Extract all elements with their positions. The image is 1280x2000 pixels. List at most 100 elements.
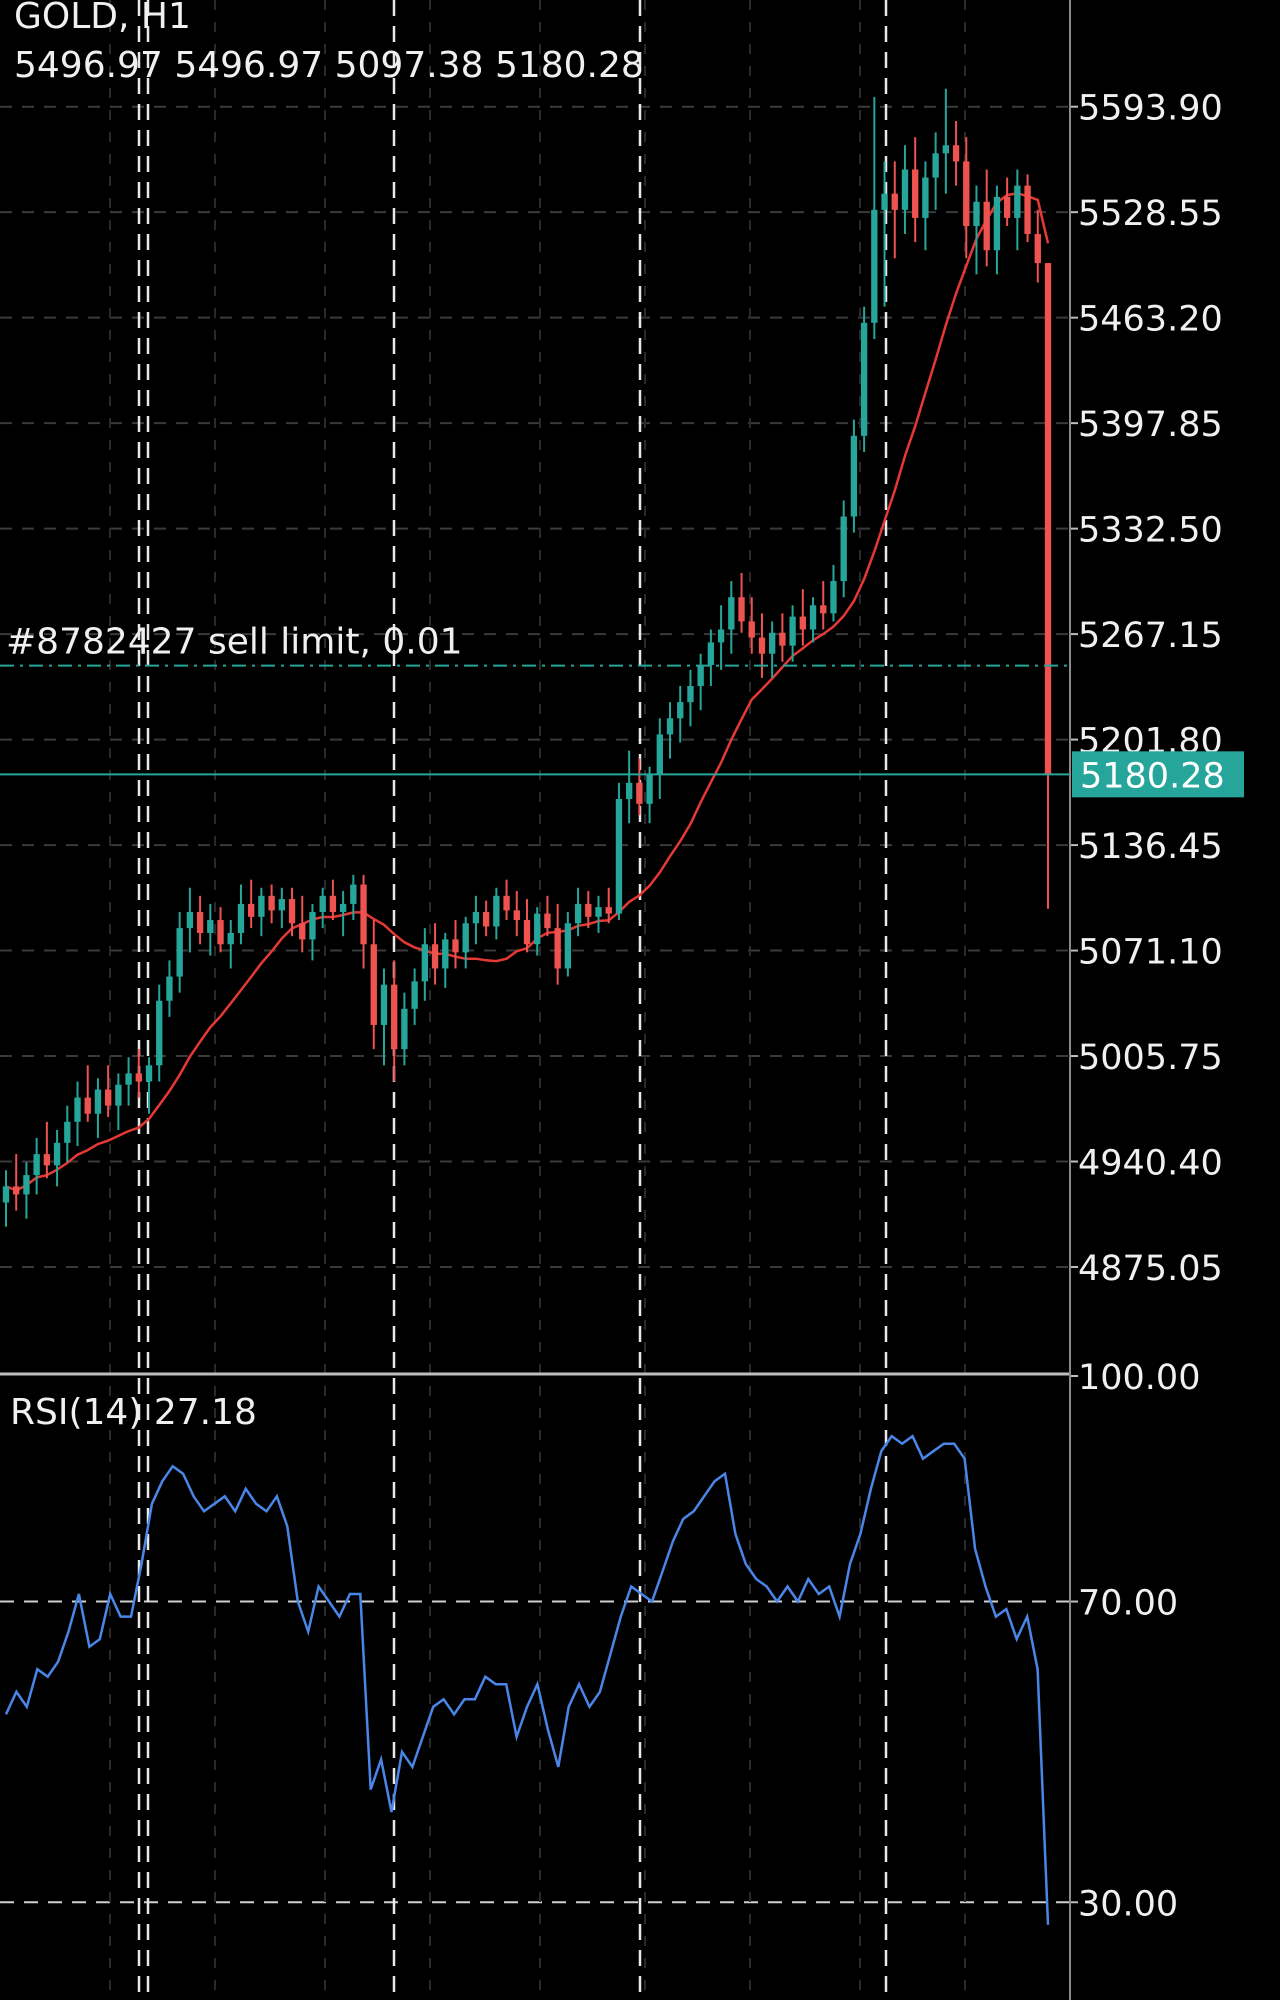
bull-candle xyxy=(728,597,735,630)
bull-candle xyxy=(278,899,285,911)
bull-candle xyxy=(462,923,469,953)
bear-candle xyxy=(544,913,551,929)
bull-candle xyxy=(534,913,541,945)
rsi-tick-label: 30.00 xyxy=(1078,1884,1178,1924)
bull-candle xyxy=(881,193,888,210)
current-price-label: 5180.28 xyxy=(1080,756,1225,796)
bear-candle xyxy=(288,899,296,924)
bull-candle xyxy=(442,939,449,969)
bear-candle xyxy=(452,939,459,953)
bear-candle xyxy=(84,1097,91,1114)
bull-candle xyxy=(574,903,582,924)
bear-candle xyxy=(513,910,520,921)
rsi-indicator xyxy=(4,1434,1050,1925)
current-price-tag xyxy=(1072,751,1244,798)
bull-candle xyxy=(309,911,316,940)
bull-candle xyxy=(53,1142,61,1166)
bear-candle xyxy=(983,201,990,251)
bear-candle xyxy=(963,161,970,226)
bear-candle xyxy=(482,911,490,927)
bull-candle xyxy=(227,932,234,945)
bear-candle xyxy=(196,911,204,933)
bear-candle xyxy=(431,944,439,969)
bull-candle xyxy=(493,895,500,927)
bull-candle xyxy=(595,907,602,917)
bull-candle xyxy=(207,920,214,933)
bear-candle xyxy=(268,895,275,911)
bull-candle xyxy=(687,686,694,703)
bull-candle xyxy=(840,516,847,582)
bull-candle xyxy=(421,944,429,982)
price-tick-label: 4875.05 xyxy=(1078,1249,1223,1289)
bear-candle xyxy=(912,169,919,218)
bear-candle xyxy=(605,907,612,914)
bull-candle xyxy=(472,911,480,924)
bear-candle xyxy=(952,145,960,162)
bear-candle xyxy=(585,903,592,917)
bear-candle xyxy=(891,193,898,210)
bull-candle xyxy=(677,702,684,719)
bull-candle xyxy=(932,153,939,178)
symbol-title: GOLD, H1 xyxy=(14,0,191,37)
bear-candle xyxy=(503,895,510,911)
bull-candle xyxy=(166,976,173,1001)
price-tick-label: 4940.40 xyxy=(1078,1144,1223,1184)
price-tick-label: 5397.85 xyxy=(1078,405,1223,445)
bull-candle xyxy=(850,435,858,517)
bear-candle xyxy=(758,637,766,654)
rsi-title: RSI(14) 27.18 xyxy=(10,1392,257,1433)
bear-candle xyxy=(13,1186,20,1195)
bull-candle xyxy=(564,923,572,969)
bull-candle xyxy=(973,201,980,226)
bear-candle xyxy=(135,1073,142,1082)
bull-candle xyxy=(717,629,725,643)
bull-candle xyxy=(942,145,950,154)
bull-candle xyxy=(993,196,1001,251)
rsi-line xyxy=(4,1434,1050,1925)
bull-candle xyxy=(145,1065,153,1082)
sell-limit-label: #8782427 sell limit, 0.01 xyxy=(6,622,463,663)
bear-candle xyxy=(820,605,827,614)
bull-candle xyxy=(125,1073,132,1085)
bear-candle xyxy=(43,1154,51,1166)
bear-candle xyxy=(738,597,745,622)
price-tick-label: 5528.55 xyxy=(1078,194,1223,234)
bull-candle xyxy=(411,981,418,1009)
bull-candle xyxy=(860,322,868,436)
bull-candle xyxy=(809,605,817,630)
bull-candle xyxy=(707,642,715,666)
bear-candle xyxy=(523,920,531,945)
bull-candle xyxy=(380,984,388,1025)
bear-candle xyxy=(248,903,255,917)
bear-candle xyxy=(1044,263,1052,775)
bull-candle xyxy=(901,169,909,210)
bull-candle xyxy=(258,895,265,917)
bear-candle xyxy=(1003,196,1011,218)
price-tick-label: 5005.75 xyxy=(1078,1038,1223,1078)
bull-candle xyxy=(697,665,704,686)
bull-candle xyxy=(625,782,633,799)
bull-candle xyxy=(350,884,357,904)
bull-candle xyxy=(176,928,183,977)
bear-candle xyxy=(299,923,306,940)
price-axis: 5593.90 5528.55 5463.20 5397.85 5332.50 5267.… xyxy=(1070,89,1223,1924)
bear-candle xyxy=(370,944,377,1025)
bear-candle xyxy=(1024,185,1031,235)
candles xyxy=(2,88,1052,1227)
bull-candle xyxy=(156,1000,163,1066)
bear-candle xyxy=(217,920,224,945)
ohlc-readout: 5496.97 5496.97 5097.38 5180.28 xyxy=(14,45,644,86)
bull-candle xyxy=(656,734,663,775)
bull-candle xyxy=(319,895,326,912)
price-tick-label: 5332.50 xyxy=(1078,511,1223,551)
price-tick-label: 5593.90 xyxy=(1078,89,1223,129)
bear-candle xyxy=(104,1089,112,1106)
bull-candle xyxy=(33,1154,40,1176)
bull-candle xyxy=(922,177,929,218)
bull-candle xyxy=(871,209,878,323)
bear-candle xyxy=(1034,234,1041,264)
bull-candle xyxy=(769,632,776,654)
bull-candle xyxy=(615,798,623,914)
bear-candle xyxy=(360,884,367,945)
